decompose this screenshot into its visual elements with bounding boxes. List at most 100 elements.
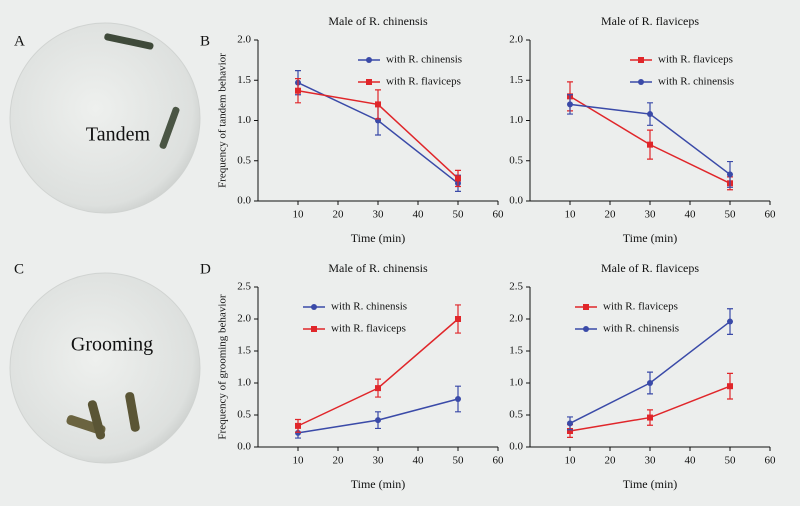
y-tick-label: 2.0 (509, 313, 523, 325)
marker (375, 101, 381, 108)
series-line (297, 318, 459, 427)
x-tick-label: 50 (453, 455, 465, 467)
marker (455, 175, 461, 182)
legend-marker (583, 304, 589, 310)
photo-grooming (9, 272, 201, 464)
legend-marker (311, 326, 317, 332)
legend-label: with R. flaviceps (331, 323, 406, 335)
y-tick-label: 2.5 (237, 281, 251, 293)
legend-marker (366, 79, 372, 85)
marker (295, 429, 301, 436)
chart-title: Male of R. flaviceps (601, 14, 699, 28)
legend-label: with R. flaviceps (386, 76, 461, 88)
marker (567, 428, 573, 434)
x-tick-label: 20 (333, 209, 345, 221)
y-tick-label: 0.0 (237, 195, 251, 207)
y-axis-label: Frequency of tandem behavior (217, 53, 229, 188)
x-axis-label: Time (min) (351, 231, 406, 245)
y-tick-label: 1.0 (509, 377, 523, 389)
legend-label: with R. chinensis (331, 301, 407, 313)
y-tick-label: 0.5 (509, 409, 523, 421)
legend-label: with R. chinensis (386, 54, 462, 66)
x-tick-label: 20 (605, 209, 617, 221)
legend-marker (311, 304, 317, 310)
y-tick-label: 2.5 (509, 281, 523, 293)
marker (647, 380, 653, 386)
panel-label: A (14, 33, 25, 49)
marker (295, 87, 301, 94)
marker (647, 111, 653, 118)
x-tick-label: 50 (725, 209, 737, 221)
x-tick-label: 40 (413, 455, 425, 467)
y-tick-label: 1.5 (509, 345, 523, 357)
chart-title: Male of R. chinensis (328, 261, 428, 275)
marker (567, 101, 573, 108)
x-tick-label: 50 (725, 455, 737, 467)
x-tick-label: 10 (293, 455, 305, 467)
legend-marker (638, 79, 644, 85)
marker (375, 385, 381, 392)
marker (567, 420, 573, 427)
x-tick-label: 20 (333, 455, 345, 467)
legend-marker (583, 326, 589, 332)
chart-title: Male of R. chinensis (328, 14, 428, 28)
x-axis-label: Time (min) (351, 477, 406, 491)
x-tick-label: 10 (293, 209, 305, 221)
y-tick-label: 0.5 (237, 409, 251, 421)
photo-label: Tandem (86, 124, 151, 146)
chart-title: Male of R. flaviceps (601, 261, 699, 275)
y-tick-label: 0.5 (509, 154, 523, 166)
x-tick-label: 30 (645, 209, 657, 221)
y-axis-label: Frequency of grooming behavior (217, 294, 229, 439)
legend-label: with R. flaviceps (658, 54, 733, 66)
x-tick-label: 60 (765, 455, 777, 467)
marker (727, 171, 733, 178)
y-tick-label: 2.0 (237, 34, 251, 46)
x-tick-label: 40 (685, 209, 697, 221)
marker (727, 383, 733, 390)
y-tick-label: 0.5 (237, 154, 251, 166)
y-tick-label: 1.5 (509, 74, 523, 86)
x-tick-label: 40 (685, 455, 697, 467)
marker (455, 316, 461, 322)
photo-label: Grooming (71, 334, 153, 356)
y-tick-label: 1.5 (237, 345, 251, 357)
marker (375, 417, 381, 424)
y-tick-label: 2.0 (237, 313, 251, 325)
x-tick-label: 30 (645, 455, 657, 467)
x-tick-label: 10 (565, 455, 577, 467)
x-tick-label: 60 (765, 209, 777, 221)
legend-marker (366, 57, 372, 63)
x-axis-label: Time (min) (623, 477, 678, 491)
y-tick-label: 1.0 (509, 114, 523, 126)
photo-tandem (9, 22, 201, 214)
panel-label: D (200, 261, 211, 277)
legend-marker (638, 57, 644, 63)
legend-label: with R. chinensis (658, 76, 734, 88)
marker (647, 414, 653, 421)
x-tick-label: 30 (373, 209, 385, 221)
marker (455, 396, 461, 402)
y-tick-label: 1.0 (237, 377, 251, 389)
y-tick-label: 0.0 (237, 441, 251, 453)
legend-label: with R. chinensis (603, 323, 679, 335)
y-tick-label: 1.0 (237, 114, 251, 126)
x-tick-label: 60 (493, 455, 505, 467)
y-tick-label: 0.0 (509, 441, 523, 453)
x-tick-label: 40 (413, 209, 425, 221)
marker (647, 141, 653, 148)
x-tick-label: 30 (373, 455, 385, 467)
x-tick-label: 10 (565, 209, 577, 221)
y-tick-label: 0.0 (509, 195, 523, 207)
x-tick-label: 20 (605, 455, 617, 467)
y-tick-label: 1.5 (237, 74, 251, 86)
marker (727, 318, 733, 325)
panel-label: C (14, 261, 24, 277)
panel-label: B (200, 33, 210, 49)
x-axis-label: Time (min) (623, 231, 678, 245)
legend-label: with R. flaviceps (603, 301, 678, 313)
y-tick-label: 2.0 (509, 34, 523, 46)
marker (295, 422, 301, 429)
x-tick-label: 60 (493, 209, 505, 221)
